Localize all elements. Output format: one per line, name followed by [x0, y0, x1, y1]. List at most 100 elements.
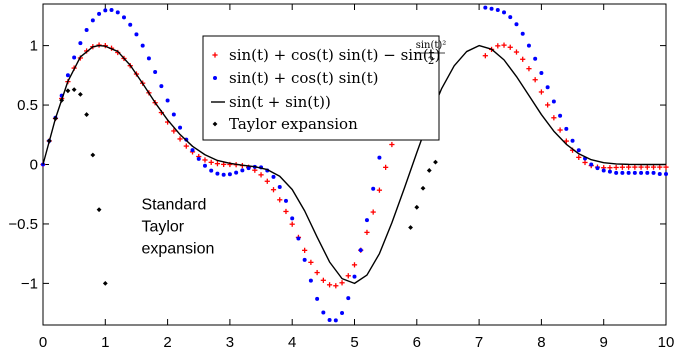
data-point: [65, 88, 71, 94]
data-point: [214, 161, 221, 167]
x-tick-label: 4: [288, 334, 296, 351]
data-point: [246, 166, 251, 171]
data-point: [376, 187, 383, 193]
series-standard-taylor: [46, 87, 438, 286]
data-point: [171, 112, 176, 117]
data-point: [557, 127, 563, 133]
legend-swatch: [212, 121, 218, 127]
data-point: [514, 22, 519, 27]
legend-fraction-denominator: 2: [428, 56, 434, 67]
x-tick-label: 0: [39, 334, 47, 351]
data-point: [377, 155, 382, 160]
legend-swatch: [213, 76, 217, 80]
data-point: [221, 172, 226, 177]
annotation-line: Standard: [141, 197, 206, 214]
y-tick-label: 0: [30, 157, 38, 174]
data-point: [121, 15, 126, 20]
x-tick-label: 1: [101, 334, 109, 351]
data-point: [508, 15, 513, 20]
data-point: [90, 18, 95, 23]
annotation: Standard Taylor expansion: [141, 197, 214, 258]
data-point: [271, 174, 276, 179]
data-point: [240, 168, 245, 173]
x-tick-label: 8: [537, 334, 545, 351]
data-point: [264, 178, 270, 184]
data-point: [277, 184, 282, 189]
data-point: [595, 166, 600, 171]
data-point: [90, 152, 96, 158]
data-point: [495, 7, 500, 12]
data-point: [582, 159, 588, 166]
x-tick-label: 3: [226, 334, 234, 351]
legend-swatch: [212, 52, 218, 58]
data-point: [564, 126, 569, 131]
data-point: [109, 7, 114, 12]
data-point: [664, 172, 668, 177]
data-point: [308, 278, 313, 283]
data-point: [183, 143, 189, 149]
data-point: [426, 168, 432, 173]
data-point: [601, 168, 606, 173]
legend-label: Taylor expansion: [229, 115, 358, 133]
data-point: [196, 156, 201, 161]
legend-label: sin(t) + cos(t) sin(t) − sin(t): [229, 46, 441, 64]
axes-layer: 0 1 2 3 4 5 6 7 8 9 10 −1 −0.5 0 0.5 1: [8, 3, 675, 351]
legend-label: sin(t + sin(t)): [229, 93, 331, 111]
data-point: [533, 56, 538, 61]
data-point: [283, 198, 288, 203]
data-point: [651, 170, 656, 175]
data-point: [289, 221, 295, 227]
data-point: [351, 262, 358, 268]
data-point: [495, 43, 501, 49]
x-tick-label: 10: [658, 334, 675, 351]
data-point: [77, 91, 83, 97]
data-point: [290, 216, 295, 221]
data-point: [644, 164, 650, 170]
data-point: [84, 28, 89, 33]
data-point: [483, 5, 488, 10]
data-point: [326, 282, 333, 288]
data-point: [302, 257, 307, 262]
data-point: [165, 98, 170, 103]
legend-label: sin(t) + cos(t) sin(t): [229, 69, 379, 87]
data-point: [607, 169, 612, 174]
data-point: [277, 197, 283, 203]
data-point: [302, 247, 308, 253]
data-point: [102, 280, 108, 286]
data-point: [227, 172, 232, 177]
data-point: [607, 165, 613, 171]
annotation-line: expansion: [141, 241, 214, 258]
data-point: [159, 84, 164, 89]
y-tick-label: −0.5: [8, 216, 38, 233]
data-point: [545, 102, 551, 108]
data-point: [657, 164, 663, 170]
data-point: [545, 85, 550, 90]
data-point: [538, 89, 544, 95]
data-point: [345, 273, 351, 279]
data-point: [551, 99, 556, 104]
x-tick-label: 2: [163, 334, 171, 351]
data-point: [632, 170, 637, 175]
data-point: [346, 296, 351, 301]
data-point: [576, 148, 581, 153]
data-point: [414, 204, 420, 210]
x-tick-label: 7: [475, 334, 483, 351]
y-tick-label: 0.5: [17, 97, 38, 114]
data-point: [420, 185, 426, 191]
data-point: [645, 170, 650, 175]
data-point: [526, 43, 531, 48]
data-point: [340, 310, 345, 315]
data-point: [258, 172, 264, 178]
data-point: [638, 164, 644, 170]
data-point: [358, 248, 363, 253]
data-point: [339, 280, 345, 286]
data-point: [613, 164, 619, 171]
data-point: [84, 112, 90, 117]
data-point: [489, 6, 494, 11]
data-point: [202, 157, 208, 163]
data-point: [78, 41, 83, 46]
data-point: [502, 10, 507, 15]
data-point: [115, 10, 120, 15]
data-point: [296, 236, 301, 241]
data-point: [190, 148, 195, 153]
